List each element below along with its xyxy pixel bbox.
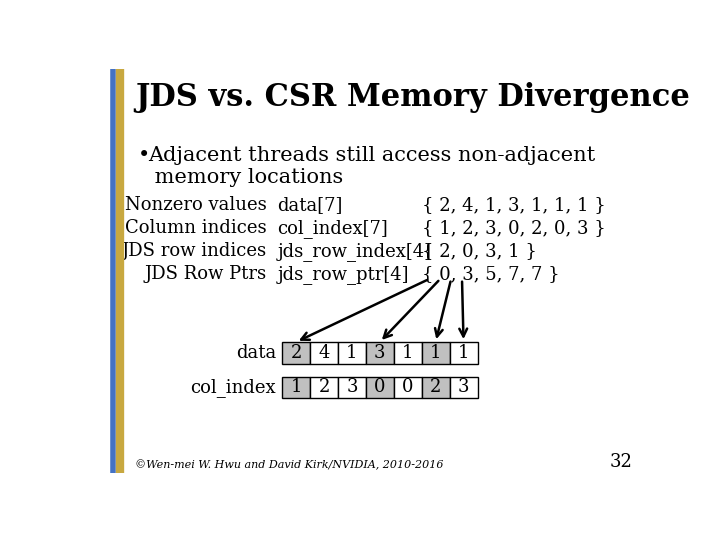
Text: 3: 3 xyxy=(458,379,469,396)
Text: •: • xyxy=(138,146,150,165)
Bar xyxy=(310,342,338,363)
Bar xyxy=(422,377,449,398)
Bar xyxy=(394,342,422,363)
Text: 4: 4 xyxy=(318,344,330,362)
Bar xyxy=(338,342,366,363)
Bar xyxy=(282,342,310,363)
Text: 2: 2 xyxy=(318,379,330,396)
Text: data: data xyxy=(235,344,276,362)
Text: { 2, 0, 3, 1 }: { 2, 0, 3, 1 } xyxy=(422,242,536,260)
Bar xyxy=(366,342,394,363)
Text: 1: 1 xyxy=(430,344,441,362)
Text: { 1, 2, 3, 0, 2, 0, 3 }: { 1, 2, 3, 0, 2, 0, 3 } xyxy=(422,219,606,237)
Text: 1: 1 xyxy=(458,344,469,362)
Text: { 2, 4, 1, 3, 1, 1, 1 }: { 2, 4, 1, 3, 1, 1, 1 } xyxy=(422,195,606,214)
Text: Adjacent threads still access non-adjacent
 memory locations: Adjacent threads still access non-adjace… xyxy=(148,146,595,187)
Text: { 0, 3, 5, 7, 7 }: { 0, 3, 5, 7, 7 } xyxy=(422,265,559,283)
Text: 2: 2 xyxy=(430,379,441,396)
Text: 32: 32 xyxy=(610,453,632,470)
Text: 0: 0 xyxy=(402,379,413,396)
Text: JDS Row Ptrs: JDS Row Ptrs xyxy=(145,265,266,283)
Text: 1: 1 xyxy=(346,344,358,362)
Text: 1: 1 xyxy=(402,344,413,362)
Text: JDS row indices: JDS row indices xyxy=(122,242,266,260)
Text: Nonzero values: Nonzero values xyxy=(125,195,266,214)
Text: col_index: col_index xyxy=(190,378,276,397)
Bar xyxy=(310,377,338,398)
Bar xyxy=(366,377,394,398)
Bar xyxy=(282,377,310,398)
Text: Column indices: Column indices xyxy=(125,219,266,237)
Bar xyxy=(422,342,449,363)
Bar xyxy=(449,377,477,398)
Bar xyxy=(394,377,422,398)
Bar xyxy=(338,377,366,398)
Text: col_index[7]: col_index[7] xyxy=(277,219,388,238)
Text: JDS vs. CSR Memory Divergence: JDS vs. CSR Memory Divergence xyxy=(135,82,690,113)
Text: 3: 3 xyxy=(374,344,386,362)
Text: jds_row_ptr[4]: jds_row_ptr[4] xyxy=(277,265,409,284)
Text: 2: 2 xyxy=(290,344,302,362)
Text: 1: 1 xyxy=(290,379,302,396)
Text: 3: 3 xyxy=(346,379,358,396)
Text: data[7]: data[7] xyxy=(277,195,343,214)
Text: 0: 0 xyxy=(374,379,386,396)
Text: jds_row_index[4]: jds_row_index[4] xyxy=(277,242,431,261)
Text: ©Wen-mei W. Hwu and David Kirk/NVIDIA, 2010-2016: ©Wen-mei W. Hwu and David Kirk/NVIDIA, 2… xyxy=(135,460,444,470)
Bar xyxy=(449,342,477,363)
